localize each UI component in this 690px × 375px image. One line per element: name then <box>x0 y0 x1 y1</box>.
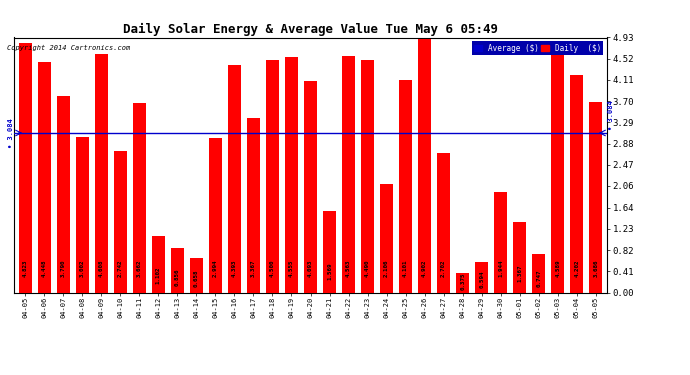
Text: 0.375: 0.375 <box>460 272 465 290</box>
Bar <box>170 248 184 292</box>
Text: 0.747: 0.747 <box>536 269 541 287</box>
Text: 4.608: 4.608 <box>99 260 103 277</box>
Text: 2.994: 2.994 <box>213 260 218 277</box>
Text: 2.106: 2.106 <box>384 260 389 277</box>
Bar <box>228 65 241 292</box>
Bar <box>551 55 564 292</box>
Text: 3.790: 3.790 <box>61 260 66 277</box>
Bar <box>342 57 355 292</box>
Text: 4.202: 4.202 <box>574 260 580 277</box>
Text: 4.448: 4.448 <box>41 260 47 277</box>
Bar <box>570 75 584 292</box>
Bar <box>494 192 507 292</box>
Bar <box>418 39 431 292</box>
Bar <box>95 54 108 292</box>
Text: 4.902: 4.902 <box>422 260 427 277</box>
Bar <box>513 222 526 292</box>
Text: 1.367: 1.367 <box>518 264 522 282</box>
Bar <box>247 118 260 292</box>
Bar <box>589 102 602 292</box>
Text: 3.662: 3.662 <box>137 260 142 277</box>
Text: 4.101: 4.101 <box>403 260 408 277</box>
Bar <box>190 258 203 292</box>
Title: Daily Solar Energy & Average Value Tue May 6 05:49: Daily Solar Energy & Average Value Tue M… <box>123 23 498 36</box>
Bar <box>532 254 545 292</box>
Bar <box>37 62 51 292</box>
Bar <box>152 236 165 292</box>
Bar <box>19 43 32 292</box>
Text: 4.823: 4.823 <box>23 260 28 277</box>
Text: 0.856: 0.856 <box>175 268 180 286</box>
Text: 4.563: 4.563 <box>346 260 351 277</box>
Text: 3.686: 3.686 <box>593 260 598 277</box>
Text: 4.589: 4.589 <box>555 260 560 277</box>
Bar <box>114 151 127 292</box>
Text: 3.002: 3.002 <box>80 260 85 277</box>
Bar <box>437 153 451 292</box>
Bar <box>475 262 489 292</box>
Bar <box>361 60 374 292</box>
Text: • 3.084: • 3.084 <box>8 118 14 148</box>
Bar <box>304 81 317 292</box>
Text: • 3.084: • 3.084 <box>608 100 614 130</box>
Bar <box>285 57 298 292</box>
Bar <box>380 184 393 292</box>
Text: 2.742: 2.742 <box>118 260 123 277</box>
Bar <box>132 103 146 292</box>
Text: 4.500: 4.500 <box>270 260 275 277</box>
Text: 4.490: 4.490 <box>365 260 370 277</box>
Text: 3.367: 3.367 <box>251 260 256 277</box>
Bar <box>456 273 469 292</box>
Text: 1.944: 1.944 <box>498 260 503 278</box>
Text: 1.102: 1.102 <box>156 267 161 284</box>
Text: 4.555: 4.555 <box>289 260 294 277</box>
Bar <box>209 138 222 292</box>
Bar <box>266 60 279 292</box>
Text: 0.594: 0.594 <box>479 270 484 288</box>
Text: 1.569: 1.569 <box>327 263 332 280</box>
Legend: Average ($), Daily  ($): Average ($), Daily ($) <box>472 41 603 55</box>
Bar <box>399 80 412 292</box>
Text: 0.658: 0.658 <box>194 270 199 287</box>
Text: Copyright 2014 Cartronics.com: Copyright 2014 Cartronics.com <box>7 45 130 51</box>
Text: 4.093: 4.093 <box>308 260 313 277</box>
Text: 4.393: 4.393 <box>232 260 237 277</box>
Bar <box>323 211 336 292</box>
Bar <box>76 137 89 292</box>
Text: 2.702: 2.702 <box>441 260 446 277</box>
Bar <box>57 96 70 292</box>
